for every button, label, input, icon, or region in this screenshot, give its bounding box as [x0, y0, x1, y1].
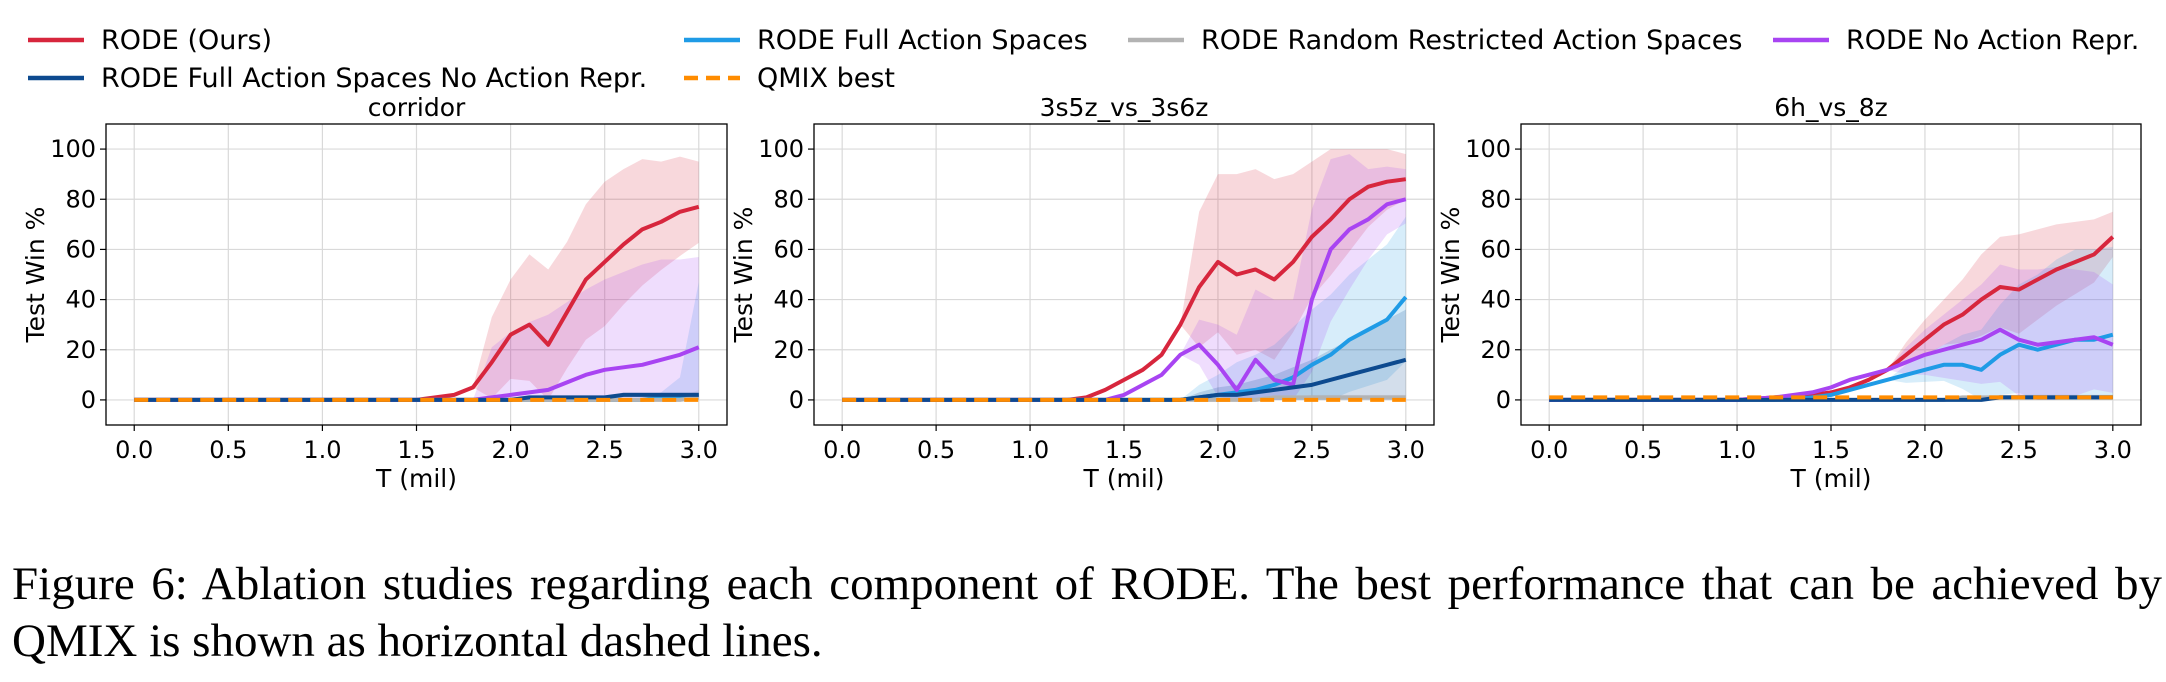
- x-tick-label: 1.5: [1812, 436, 1850, 464]
- x-tick-label: 3.0: [1387, 436, 1425, 464]
- x-tick-label: 2.0: [492, 436, 530, 464]
- x-tick-label: 0.0: [115, 436, 153, 464]
- y-axis-label: Test Win %: [1436, 207, 1465, 344]
- legend-label: RODE Random Restricted Action Spaces: [1201, 25, 1742, 56]
- y-tick-label: 80: [1480, 185, 1511, 213]
- y-tick-label: 100: [758, 135, 804, 163]
- chart-title: 6h_vs_8z: [1774, 93, 1888, 122]
- y-tick-label: 0: [81, 386, 96, 414]
- legend-item: RODE Full Action Spaces No Action Repr.: [28, 63, 647, 94]
- y-tick-label: 0: [1496, 386, 1511, 414]
- y-tick-label: 100: [1465, 135, 1511, 163]
- legend: RODE (Ours) RODE Full Action Spaces RODE R…: [28, 25, 2139, 94]
- x-axis-label: T (mil): [1790, 464, 1872, 493]
- y-tick-label: 0: [789, 386, 804, 414]
- legend-item: RODE (Ours): [28, 25, 272, 56]
- legend-label: RODE Full Action Spaces No Action Repr.: [101, 63, 647, 94]
- series-band: [842, 149, 1406, 400]
- x-tick-label: 2.5: [2000, 436, 2038, 464]
- legend-item: RODE No Action Repr.: [1773, 25, 2139, 56]
- x-tick-label: 2.0: [1906, 436, 1944, 464]
- x-tick-label: 0.5: [1624, 436, 1662, 464]
- figure-caption: Figure 6: Ablation studies regarding eac…: [12, 558, 2162, 667]
- x-tick-label: 0.0: [1530, 436, 1568, 464]
- y-tick-label: 40: [773, 286, 804, 314]
- x-tick-label: 2.0: [1199, 436, 1237, 464]
- x-tick-label: 1.5: [397, 436, 435, 464]
- series-band: [134, 156, 699, 400]
- y-axis-label: Test Win %: [729, 207, 758, 344]
- x-tick-label: 3.0: [2094, 436, 2132, 464]
- chart-panel: 0.0 0.5 1.0 1.5 2.0 2.5 3.0 0 20 40 60 80 100 3s5z_vs…: [729, 93, 1435, 493]
- legend-item: RODE Full Action Spaces: [684, 25, 1088, 56]
- y-tick-label: 60: [1480, 235, 1511, 263]
- series-band: [1549, 246, 2113, 400]
- chart-title: corridor: [368, 93, 466, 122]
- y-tick-label: 40: [65, 286, 96, 314]
- legend-label: RODE (Ours): [101, 25, 272, 56]
- y-tick-label: 40: [1480, 286, 1511, 314]
- x-tick-label: 3.0: [680, 436, 718, 464]
- series-band: [842, 216, 1406, 400]
- y-tick-label: 20: [773, 336, 804, 364]
- x-tick-label: 0.5: [209, 436, 247, 464]
- legend-label: RODE Full Action Spaces: [757, 25, 1088, 56]
- x-tick-label: 0.5: [917, 436, 955, 464]
- charts: 0.0 0.5 1.0 1.5 2.0 2.5 3.0 0 20 40 60 80 100 corrido…: [21, 93, 2142, 493]
- x-axis-label: T (mil): [375, 464, 457, 493]
- legend-item: RODE Random Restricted Action Spaces: [1128, 25, 1742, 56]
- x-tick-label: 1.5: [1105, 436, 1143, 464]
- y-tick-label: 60: [65, 235, 96, 263]
- y-tick-label: 100: [50, 135, 96, 163]
- chart-panel: 0.0 0.5 1.0 1.5 2.0 2.5 3.0 0 20 40 60 80 100 corrido…: [21, 93, 728, 493]
- chart-title: 3s5z_vs_3s6z: [1040, 93, 1209, 122]
- legend-label: QMIX best: [757, 63, 895, 94]
- y-tick-label: 80: [773, 185, 804, 213]
- series-band: [134, 256, 699, 400]
- x-tick-label: 1.0: [1718, 436, 1756, 464]
- x-tick-label: 1.0: [303, 436, 341, 464]
- legend-item: QMIX best: [684, 63, 895, 94]
- x-tick-label: 1.0: [1011, 436, 1049, 464]
- series-band: [1549, 211, 2113, 400]
- chart-panel: 0.0 0.5 1.0 1.5 2.0 2.5 3.0 0 20 40 60 80 100 6h_vs_8…: [1436, 93, 2142, 493]
- x-tick-label: 0.0: [823, 436, 861, 464]
- x-tick-label: 2.5: [1293, 436, 1331, 464]
- x-axis-label: T (mil): [1083, 464, 1165, 493]
- series-band: [842, 154, 1406, 400]
- y-tick-label: 60: [773, 235, 804, 263]
- y-tick-label: 20: [1480, 336, 1511, 364]
- y-tick-label: 20: [65, 336, 96, 364]
- legend-label: RODE No Action Repr.: [1846, 25, 2139, 56]
- y-tick-label: 80: [65, 185, 96, 213]
- x-tick-label: 2.5: [586, 436, 624, 464]
- series-band: [842, 309, 1406, 400]
- y-axis-label: Test Win %: [21, 207, 50, 344]
